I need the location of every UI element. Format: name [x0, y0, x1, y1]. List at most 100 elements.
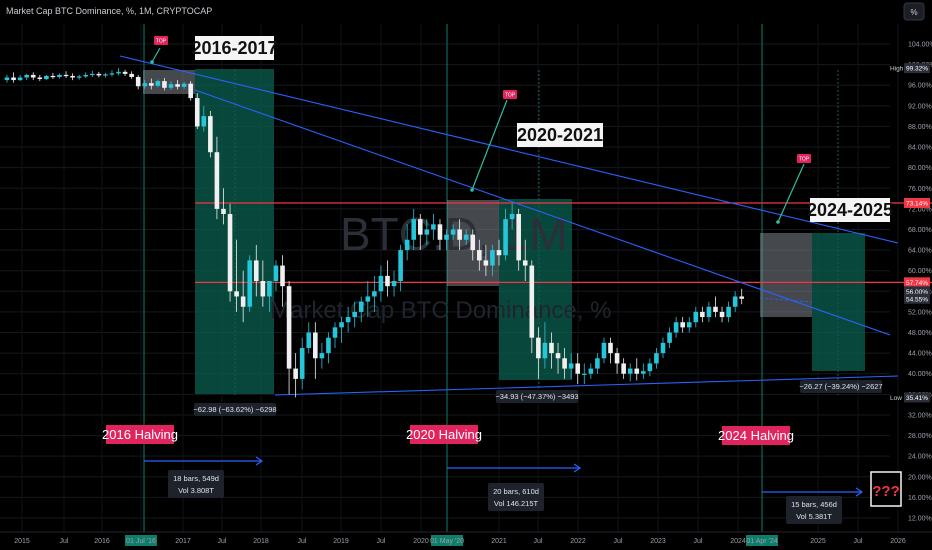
candle-body [37, 77, 43, 80]
candle-body [188, 83, 193, 99]
candle-body [227, 214, 233, 292]
candle-body [667, 332, 672, 343]
price-label-value: 57.74% [906, 280, 928, 287]
watermark-name: Market Cap BTC Dominance, % [270, 297, 611, 324]
candle-body [194, 98, 200, 127]
top-badge-bg [154, 36, 168, 45]
y-tick-label: 52.00% [908, 309, 932, 316]
x-tick-label: Jul [298, 538, 307, 545]
candle-body [30, 74, 36, 78]
range-bg [168, 470, 224, 498]
top-arrow [471, 99, 508, 191]
candle-body [424, 229, 430, 235]
candle-body [647, 363, 653, 372]
candle-body [50, 75, 56, 78]
halving-label: 2020 Halving [406, 427, 482, 442]
candle-body [135, 76, 141, 87]
halving-bg [106, 425, 174, 444]
candle-body [326, 337, 331, 354]
candle-body [280, 265, 285, 287]
percent-scale-button[interactable] [903, 2, 925, 21]
y-tick-label: 12.00% [908, 516, 932, 523]
candle-body [24, 74, 29, 78]
range-top: 20 bars, 610d [493, 487, 539, 496]
candle-body [601, 342, 607, 359]
candle-body [555, 353, 561, 359]
trendline [119, 55, 899, 244]
candle-body [575, 363, 581, 374]
x-tick-label: 2022 [570, 538, 586, 545]
period-label: 2024-2025 [807, 200, 893, 220]
top-arrow-head [150, 60, 154, 64]
period-label-bg [810, 198, 890, 222]
drop-zone [499, 199, 572, 380]
x-tick-label: 2024 [730, 538, 746, 545]
measure-bg [800, 380, 882, 393]
top-badge: TOP [799, 157, 810, 163]
candle-body [404, 239, 410, 251]
price-label-name: High [890, 66, 904, 73]
candle-body [44, 75, 49, 80]
candle-body [57, 74, 62, 77]
candle-body [595, 358, 600, 369]
chart-title: Market Cap BTC Dominance, %, 1M, CRYPTOC… [6, 6, 212, 16]
period-label: 2020-2021 [517, 125, 603, 145]
candle-body [437, 224, 443, 240]
price-label-value: 73.14% [906, 200, 928, 207]
candle-body [273, 265, 279, 281]
top-box [760, 233, 812, 317]
candle-body [293, 368, 298, 379]
candle-body [529, 265, 535, 338]
candle-body [116, 71, 121, 74]
candle-body [162, 81, 167, 88]
candle-body [352, 311, 357, 318]
candle-body [11, 77, 16, 81]
price-label-bg [904, 286, 930, 297]
x-tick-label: 2021 [491, 538, 507, 545]
price-label-bg [904, 392, 930, 403]
y-tick-label: 80.00% [908, 165, 932, 172]
candle-body [463, 234, 469, 240]
period-label-bg [517, 123, 603, 147]
price-label-value: 56.00% [906, 289, 928, 296]
x-highlight-bg [746, 535, 778, 546]
candle-body [477, 250, 482, 261]
candle-body [680, 322, 685, 328]
candle-body [621, 363, 626, 374]
candle-body [444, 234, 449, 240]
x-highlight-bg [431, 535, 463, 546]
top-badge: TOP [505, 93, 516, 99]
candle-body [700, 311, 705, 318]
gridlines [0, 24, 899, 532]
candle-body [634, 368, 640, 374]
candle-body [542, 342, 548, 359]
candle-body [641, 371, 646, 374]
x-tick-label: Jul [854, 538, 863, 545]
candle-body [247, 260, 253, 307]
measure-bg [194, 403, 276, 416]
candle-body [693, 311, 699, 323]
candle-body [398, 250, 403, 281]
candle-body [63, 74, 69, 77]
candle-body [719, 311, 725, 318]
candle-body [313, 332, 318, 359]
candle-body [345, 317, 351, 323]
candle-body [70, 75, 75, 78]
candle-body [286, 286, 292, 369]
y-tick-label: 48.00% [908, 330, 932, 337]
x-tick-label: 2020 [413, 538, 429, 545]
candle-body [588, 368, 594, 374]
y-tick-label: 60.00% [908, 268, 932, 275]
candle-body [234, 291, 239, 297]
y-axis: 104.00%100.00%96.00%92.00%88.00%84.00%80… [890, 42, 932, 523]
candle-body [516, 214, 521, 261]
halving-label: 2024 Halving [718, 428, 794, 443]
price-label-value: 54.55% [906, 296, 928, 303]
x-tick-label: Jul [60, 538, 69, 545]
candle-body [490, 250, 495, 266]
y-tick-label: 96.00% [908, 83, 932, 90]
candle-body [562, 358, 567, 369]
candle-body [306, 332, 312, 348]
question-mark: ??? [872, 483, 900, 500]
